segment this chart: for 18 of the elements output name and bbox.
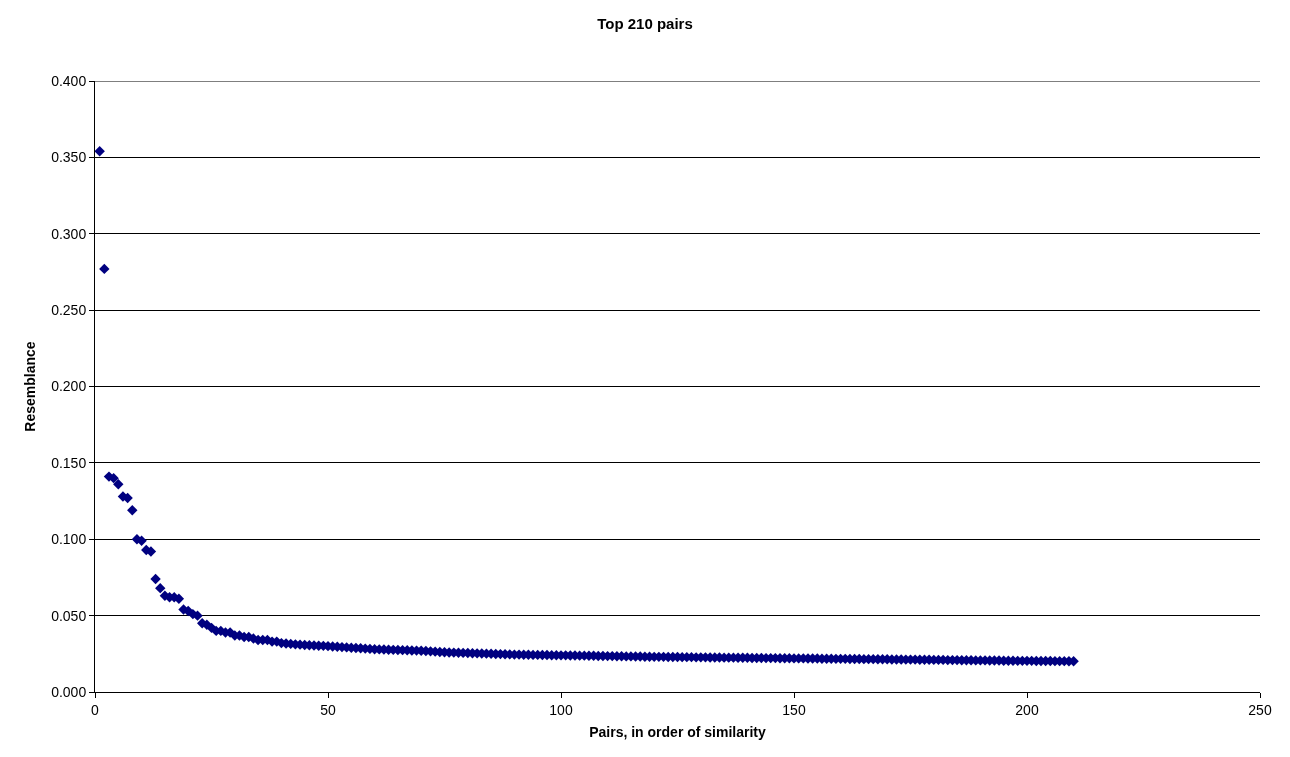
y-tick-label: 0.250 bbox=[51, 302, 87, 319]
y-tick-label: 0.150 bbox=[51, 454, 87, 471]
y-tick-label: 0.100 bbox=[51, 531, 87, 548]
x-tick-label: 250 bbox=[1248, 701, 1272, 718]
x-tick-label: 100 bbox=[549, 701, 573, 718]
x-tick-label: 0 bbox=[91, 701, 100, 718]
y-tick-label: 0.000 bbox=[51, 683, 87, 700]
y-tick-label: 0.050 bbox=[51, 607, 87, 624]
x-tick-label: 200 bbox=[1015, 701, 1039, 718]
y-tick-label: 0.400 bbox=[51, 72, 87, 89]
x-tick-label: 50 bbox=[320, 701, 336, 718]
x-tick-label: 150 bbox=[782, 701, 806, 718]
chart-title: Top 210 pairs bbox=[597, 15, 693, 33]
x-axis-title: Pairs, in order of similarity bbox=[589, 724, 767, 741]
y-tick-label: 0.350 bbox=[51, 149, 87, 166]
y-tick-label: 0.300 bbox=[51, 225, 87, 242]
y-tick-label: 0.200 bbox=[51, 378, 87, 395]
y-axis-title: Resemblance bbox=[21, 341, 38, 432]
